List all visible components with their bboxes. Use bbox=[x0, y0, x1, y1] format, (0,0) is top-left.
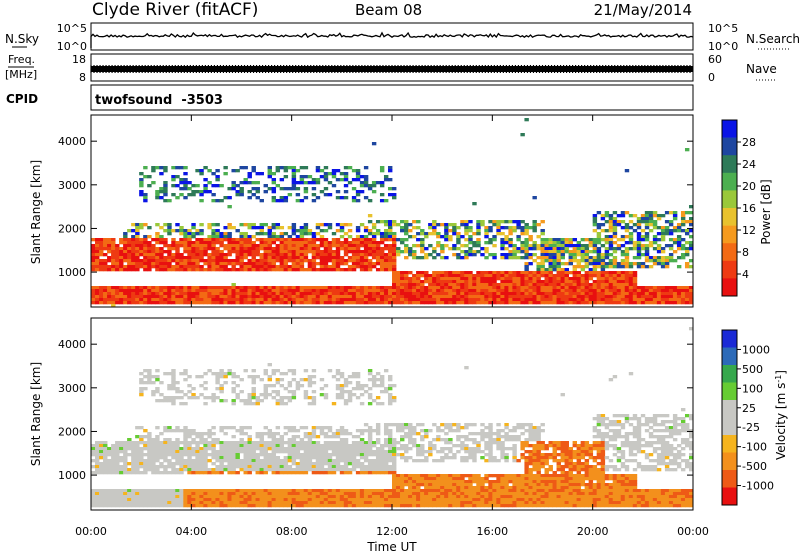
colorbar-tick-label: -1000 bbox=[742, 480, 774, 493]
nave-label: Nave bbox=[746, 62, 777, 76]
colorbar-tick-label: 500 bbox=[742, 363, 763, 376]
colorbar-swatch bbox=[722, 120, 737, 138]
colorbar-tick-label: 100 bbox=[742, 382, 763, 395]
colorbar-swatch bbox=[722, 365, 737, 383]
colorbar-swatch bbox=[722, 470, 737, 488]
nsky-trace bbox=[90, 31, 694, 48]
xtick-label: 00:00 bbox=[677, 525, 709, 538]
xtick-label: 20:00 bbox=[577, 525, 609, 538]
nsearch-tick-top: 10^5 bbox=[708, 22, 738, 35]
freq-label-1: Freq. bbox=[8, 53, 35, 66]
colorbar-tick-label: 24 bbox=[742, 158, 756, 171]
nsky-tick-top: 10^5 bbox=[57, 22, 87, 35]
cpid-panel-frame bbox=[90, 84, 694, 111]
colorbar-swatch bbox=[722, 452, 737, 471]
colorbar-swatch bbox=[722, 243, 737, 262]
xtick-label: 08:00 bbox=[276, 525, 308, 538]
colorbar-tick-label: 8 bbox=[742, 246, 749, 259]
colorbar-swatch bbox=[722, 260, 737, 279]
nave-tick-bottom: 0 bbox=[708, 71, 715, 84]
colorbar-tick-label: 20 bbox=[742, 180, 756, 193]
colorbar-swatch bbox=[722, 400, 737, 418]
nsky-tick-bottom: 10^0 bbox=[57, 40, 87, 53]
velocity-ylabel: Slant Range [km] bbox=[29, 362, 43, 466]
power-heatmap-cells bbox=[91, 118, 693, 307]
power-colorbar: 28 24 20 16 12 8 4 bbox=[721, 119, 756, 297]
velocity-heatmap-cells bbox=[91, 327, 693, 508]
colorbar-swatch bbox=[722, 487, 737, 506]
ytick-label: 1000 bbox=[58, 266, 86, 279]
time-axis-labels: 00:00 04:00 08:00 12:00 16:00 20:00 00:00 bbox=[75, 115, 709, 538]
colorbar-swatch bbox=[722, 155, 737, 174]
colorbar-swatch bbox=[722, 347, 737, 366]
ytick-label: 2000 bbox=[58, 425, 86, 438]
beam-title: Beam 08 bbox=[355, 1, 422, 19]
colorbar-tick-label: 25 bbox=[742, 402, 756, 415]
velocity-colorbar-label-main: Velocity [m s bbox=[774, 383, 788, 460]
colorbar-tick-label: 16 bbox=[742, 202, 756, 215]
velocity-colorbar-label-sup: -1 bbox=[774, 375, 783, 383]
colorbar-swatch bbox=[722, 278, 737, 297]
ytick-label: 4000 bbox=[58, 338, 86, 351]
xtick-label: 04:00 bbox=[175, 525, 207, 538]
colorbar-swatch bbox=[722, 382, 737, 401]
freq-tick-top: 18 bbox=[72, 53, 86, 66]
freq-tick-bottom: 8 bbox=[79, 71, 86, 84]
date-title: 21/May/2014 bbox=[594, 1, 692, 19]
colorbar-tick-label: -500 bbox=[742, 460, 767, 473]
time-axis-title: Time UT bbox=[366, 540, 417, 554]
xtick-label: 00:00 bbox=[75, 525, 107, 538]
velocity-colorbar-label-end: ] bbox=[774, 370, 788, 375]
xtick-label: 16:00 bbox=[476, 525, 508, 538]
colorbar-tick-label: -25 bbox=[742, 421, 760, 434]
colorbar-tick-label: 28 bbox=[742, 136, 756, 149]
colorbar-swatch bbox=[722, 330, 737, 348]
colorbar-tick-label: 4 bbox=[742, 268, 749, 281]
velocity-colorbar-label: Velocity [m s-1] bbox=[774, 370, 788, 460]
colorbar-swatch bbox=[722, 435, 737, 453]
colorbar-tick-label: 12 bbox=[742, 224, 756, 237]
ytick-label: 2000 bbox=[58, 222, 86, 235]
freq-label-2: [MHz] bbox=[5, 68, 37, 81]
velocity-axis-ticks: 1000 2000 3000 4000 bbox=[58, 338, 693, 482]
cpid-value: twofsound -3503 bbox=[95, 93, 223, 108]
colorbar-swatch bbox=[722, 208, 737, 226]
colorbar-swatch bbox=[722, 417, 737, 436]
colorbar-swatch bbox=[722, 172, 737, 191]
velocity-colorbar: 1000 500 100 25 -25 -100 -500 -1000 bbox=[721, 329, 774, 506]
nsky-label: N.Sky bbox=[5, 32, 39, 46]
nave-tick-top: 60 bbox=[708, 53, 722, 66]
power-ylabel: Slant Range [km] bbox=[29, 160, 43, 264]
nsearch-label: N.Search bbox=[746, 32, 800, 46]
ytick-label: 1000 bbox=[58, 469, 86, 482]
freq-trace bbox=[90, 65, 693, 73]
station-title: Clyde River (fitACF) bbox=[92, 0, 258, 20]
ytick-label: 3000 bbox=[58, 179, 86, 192]
nsearch-tick-bottom: 10^0 bbox=[708, 40, 738, 53]
colorbar-tick-label: 1000 bbox=[742, 343, 770, 356]
colorbar-swatch bbox=[722, 225, 737, 244]
cpid-label: CPID bbox=[6, 92, 38, 106]
xtick-label: 12:00 bbox=[376, 525, 408, 538]
power-colorbar-label: Power [dB] bbox=[759, 179, 773, 244]
ytick-label: 3000 bbox=[58, 382, 86, 395]
colorbar-swatch bbox=[722, 137, 737, 156]
power-axis-ticks: 1000 2000 3000 4000 bbox=[58, 135, 693, 279]
colorbar-swatch bbox=[722, 190, 737, 209]
colorbar-tick-label: -100 bbox=[742, 441, 767, 454]
ytick-label: 4000 bbox=[58, 135, 86, 148]
